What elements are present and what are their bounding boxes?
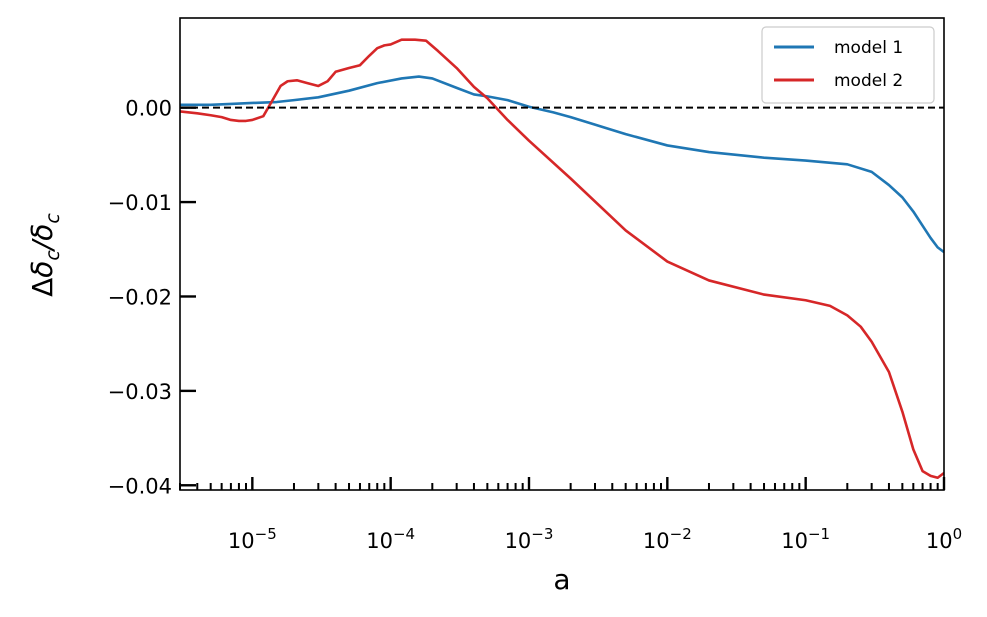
- x-axis-title: a: [553, 563, 570, 596]
- y-tick-label: −0.04: [108, 474, 172, 498]
- y-tick-label: −0.01: [108, 191, 172, 215]
- y-axis-title: Δδc/δc: [26, 213, 64, 297]
- plot-frame: [179, 17, 945, 491]
- y-tick-label: 0.00: [125, 97, 172, 121]
- x-tick-label: 10−2: [643, 525, 692, 553]
- series-line-model-1: [180, 75, 944, 254]
- x-minor-ticks: [179, 483, 939, 490]
- series-layer: [180, 38, 944, 480]
- series-line-model-2: [180, 38, 944, 480]
- y-tick-label: −0.03: [108, 380, 172, 404]
- y-tick-label: −0.02: [108, 285, 172, 309]
- x-tick-label: 10−3: [505, 525, 554, 553]
- legend-label-model-1: model 1: [834, 38, 903, 58]
- x-tick-label: 10−5: [228, 525, 277, 553]
- legend-label-model-2: model 2: [834, 71, 903, 91]
- y-ticks: [180, 106, 196, 487]
- x-tick-labels: 10−5 10−4 10−3 10−2 10−1 100: [228, 525, 962, 553]
- x-major-ticks: [251, 477, 946, 490]
- y-tick-labels: 0.00 −0.01 −0.02 −0.03 −0.04: [108, 97, 172, 499]
- x-tick-label: 10−1: [781, 525, 830, 553]
- x-tick-label: 100: [926, 525, 962, 553]
- legend: model 1 model 2: [761, 26, 935, 104]
- x-tick-label: 10−4: [366, 525, 415, 553]
